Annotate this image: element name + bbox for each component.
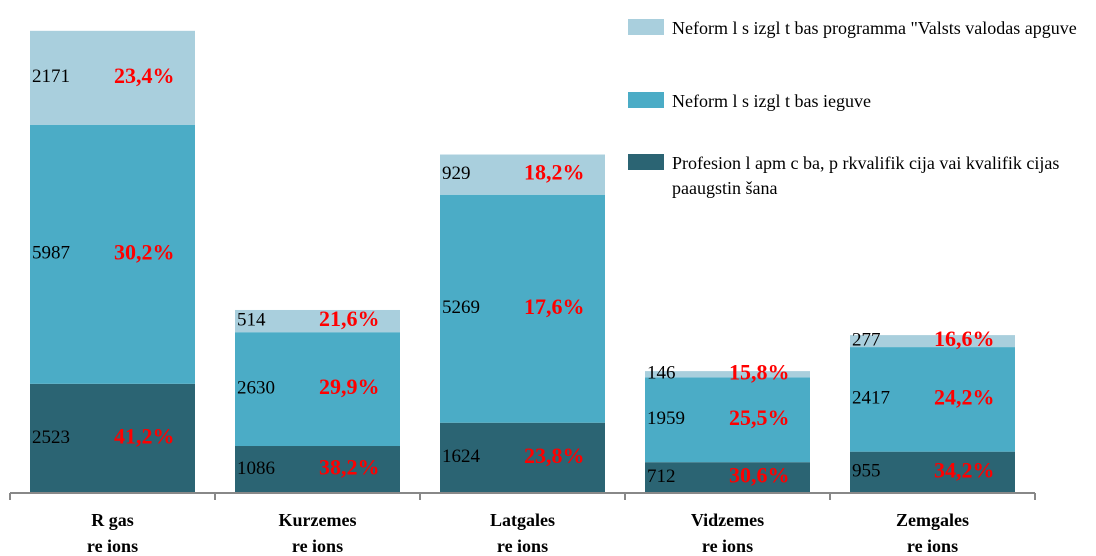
- bar-segment: [30, 124, 195, 384]
- value-label: 146: [647, 363, 676, 384]
- bar-segment: [850, 347, 1015, 452]
- percent-label: 21,6%: [319, 306, 380, 331]
- x-tick-label: re ions: [497, 536, 548, 556]
- bar-segment: [645, 377, 810, 463]
- x-tick-label: R gas: [91, 510, 134, 530]
- percent-label: 23,8%: [524, 443, 585, 468]
- bar-segment: [645, 371, 810, 378]
- percent-label: 17,6%: [524, 294, 585, 319]
- bar-segment: [235, 446, 400, 493]
- value-label: 514: [237, 309, 266, 330]
- bar-segment: [440, 422, 605, 493]
- value-label: 2171: [32, 66, 70, 87]
- percent-label: 41,2%: [114, 423, 175, 448]
- percent-label: 16,6%: [934, 326, 995, 351]
- value-label: 2630: [237, 377, 275, 398]
- value-label: 929: [442, 163, 471, 184]
- x-tick-label: Kurzemes: [279, 510, 357, 530]
- value-label: 5269: [442, 297, 480, 318]
- bar-segment: [850, 451, 1015, 493]
- value-label: 5987: [32, 243, 70, 264]
- legend-label: Neform l s izgl t bas ieguve: [672, 91, 871, 111]
- legend-label: Profesion l apm c ba, p rkvalifik cija v…: [672, 153, 1060, 198]
- bar-segment: [440, 194, 605, 423]
- percent-label: 18,2%: [524, 160, 585, 185]
- x-tick-label: re ions: [292, 536, 343, 556]
- legend-swatch: [628, 19, 664, 35]
- x-tick-label: Latgales: [490, 510, 555, 530]
- percent-label: 34,2%: [934, 457, 995, 482]
- value-label: 1959: [647, 408, 685, 429]
- x-tick-label: Zemgales: [896, 510, 969, 530]
- bar-segment: [30, 383, 195, 493]
- percent-label: 15,8%: [729, 359, 790, 384]
- value-label: 955: [852, 461, 881, 482]
- value-label: 2523: [32, 427, 70, 448]
- bar-segment: [850, 335, 1015, 348]
- percent-label: 23,4%: [114, 63, 175, 88]
- legend-swatch: [628, 154, 664, 170]
- percent-label: 25,5%: [729, 405, 790, 430]
- bar-segment: [30, 30, 195, 125]
- x-tick-label: re ions: [907, 536, 958, 556]
- percent-label: 30,2%: [114, 239, 175, 264]
- value-label: 1624: [442, 446, 481, 467]
- legend-label: Neform l s izgl t bas programma "Valsts …: [672, 18, 1077, 38]
- bar-segment: [645, 462, 810, 493]
- legend-item: Profesion l apm c ba, p rkvalifik cija v…: [628, 151, 1088, 201]
- bar-segment: [235, 332, 400, 447]
- value-label: 2417: [852, 388, 890, 409]
- value-label: 277: [852, 329, 881, 350]
- percent-label: 29,9%: [319, 374, 380, 399]
- x-tick-label: re ions: [87, 536, 138, 556]
- bar-segment: [440, 154, 605, 195]
- bar-segment: [235, 309, 400, 333]
- percent-label: 24,2%: [934, 384, 995, 409]
- legend-item: Neform l s izgl t bas ieguve: [628, 89, 1088, 114]
- value-label: 712: [647, 466, 676, 487]
- percent-label: 30,6%: [729, 463, 790, 488]
- legend-swatch: [628, 92, 664, 108]
- value-label: 1086: [237, 458, 275, 479]
- x-tick-label: Vidzemes: [691, 510, 764, 530]
- percent-label: 38,2%: [319, 455, 380, 480]
- legend-item: Neform l s izgl t bas programma "Valsts …: [628, 16, 1088, 41]
- x-tick-label: re ions: [702, 536, 753, 556]
